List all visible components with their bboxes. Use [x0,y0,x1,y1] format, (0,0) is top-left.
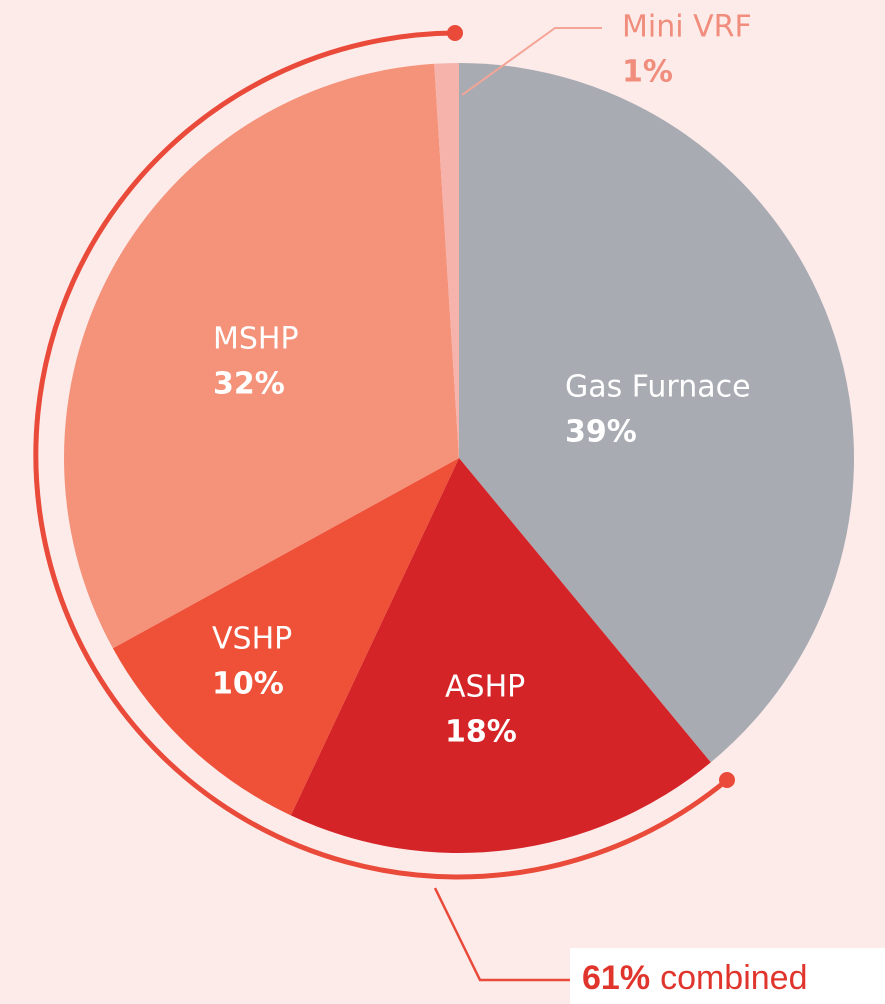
slice-value-label: 10% [212,667,284,702]
pie [64,63,854,853]
slice-value-label: 1% [622,55,673,90]
slice-label: VSHP [212,622,292,657]
slice-value-label: 39% [565,415,637,450]
pie-slice [290,458,711,853]
slice-label: Gas Furnace [565,370,751,405]
pie-slice [434,63,459,458]
mini-vrf-leader [461,27,602,96]
annotation-leader [433,887,572,982]
annotation-box [570,948,885,1004]
slice-value-label: 32% [213,367,285,402]
pie-slice [64,63,460,649]
pie-slice [459,63,854,763]
annotation-text: combined [660,959,807,997]
annotation-value: 61% [582,959,650,997]
combined-arc [33,30,729,880]
pie-slice [112,458,460,816]
slice-label: Mini VRF [622,10,752,45]
slice-value-label: 18% [445,715,517,750]
annotation: 61% combined [582,959,807,997]
arc-end-dot [447,25,463,41]
slice-label: MSHP [213,322,299,357]
slice-label: ASHP [445,670,525,705]
arc-end-dot [719,772,735,788]
